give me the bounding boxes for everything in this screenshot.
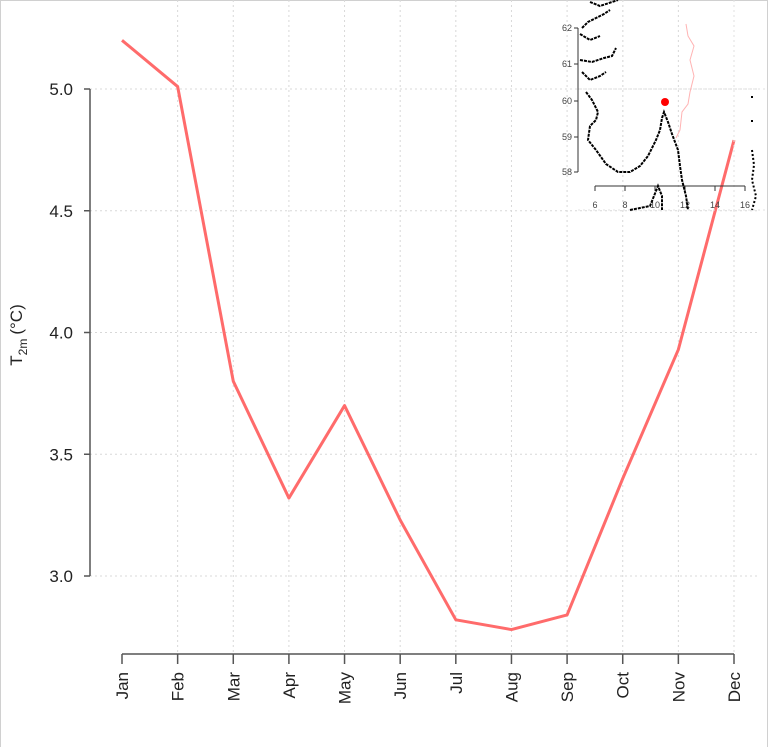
y-tick-label: 5.0 <box>49 80 73 99</box>
svg-text:61: 61 <box>562 59 572 69</box>
x-tick-label: Aug <box>502 672 521 702</box>
x-tick-label: Dec <box>725 672 744 703</box>
svg-text:16: 16 <box>740 200 750 210</box>
svg-text:14: 14 <box>710 200 720 210</box>
svg-text:8: 8 <box>622 200 627 210</box>
x-tick-label: May <box>336 672 355 705</box>
x-tick-label: Oct <box>614 672 633 699</box>
svg-text:10: 10 <box>650 200 660 210</box>
x-tick-label: Mar <box>224 672 243 702</box>
inset-map: 58 59 60 61 62 6 8 10 12 14 16 <box>562 0 768 215</box>
x-tick-label: Feb <box>169 672 188 701</box>
inset-x-ticks: 6 8 10 12 14 16 <box>592 186 750 210</box>
y-tick-label: 4.0 <box>49 324 73 343</box>
svg-text:T2m(°C): T2m(°C) <box>7 304 30 365</box>
x-tick-label: Jan <box>113 672 132 699</box>
coastline-south <box>629 183 663 211</box>
svg-text:59: 59 <box>562 132 572 142</box>
grid <box>90 0 760 654</box>
x-axis-ticks: Jan Feb Mar Apr May Jun Jul Aug Sep Oct Nov Dec <box>113 654 744 704</box>
x-tick-label: Apr <box>280 672 299 699</box>
y-tick-label: 3.5 <box>49 445 73 464</box>
svg-text:62: 62 <box>562 23 572 33</box>
x-tick-label: Nov <box>669 672 688 703</box>
svg-text:60: 60 <box>562 96 572 106</box>
y-axis-title: T2m(°C) <box>7 304 30 365</box>
svg-text:12: 12 <box>680 200 690 210</box>
x-tick-label: Jul <box>447 672 466 694</box>
coastline <box>579 0 689 211</box>
x-tick-label: Jun <box>391 672 410 699</box>
y-tick-label: 4.5 <box>49 202 73 221</box>
y-axis-ticks: 3.0 3.5 4.0 4.5 5.0 <box>49 80 90 586</box>
x-tick-label: Sep <box>558 672 577 702</box>
svg-text:58: 58 <box>562 167 572 177</box>
y-tick-label: 3.0 <box>49 567 73 586</box>
coastline-east <box>750 96 758 211</box>
temperature-line <box>121 39 736 632</box>
inset-axes <box>577 28 745 187</box>
svg-text:6: 6 <box>592 200 597 210</box>
inset-y-ticks: 58 59 60 61 62 <box>562 23 578 177</box>
location-marker-icon <box>661 98 669 106</box>
border-line <box>675 23 695 139</box>
